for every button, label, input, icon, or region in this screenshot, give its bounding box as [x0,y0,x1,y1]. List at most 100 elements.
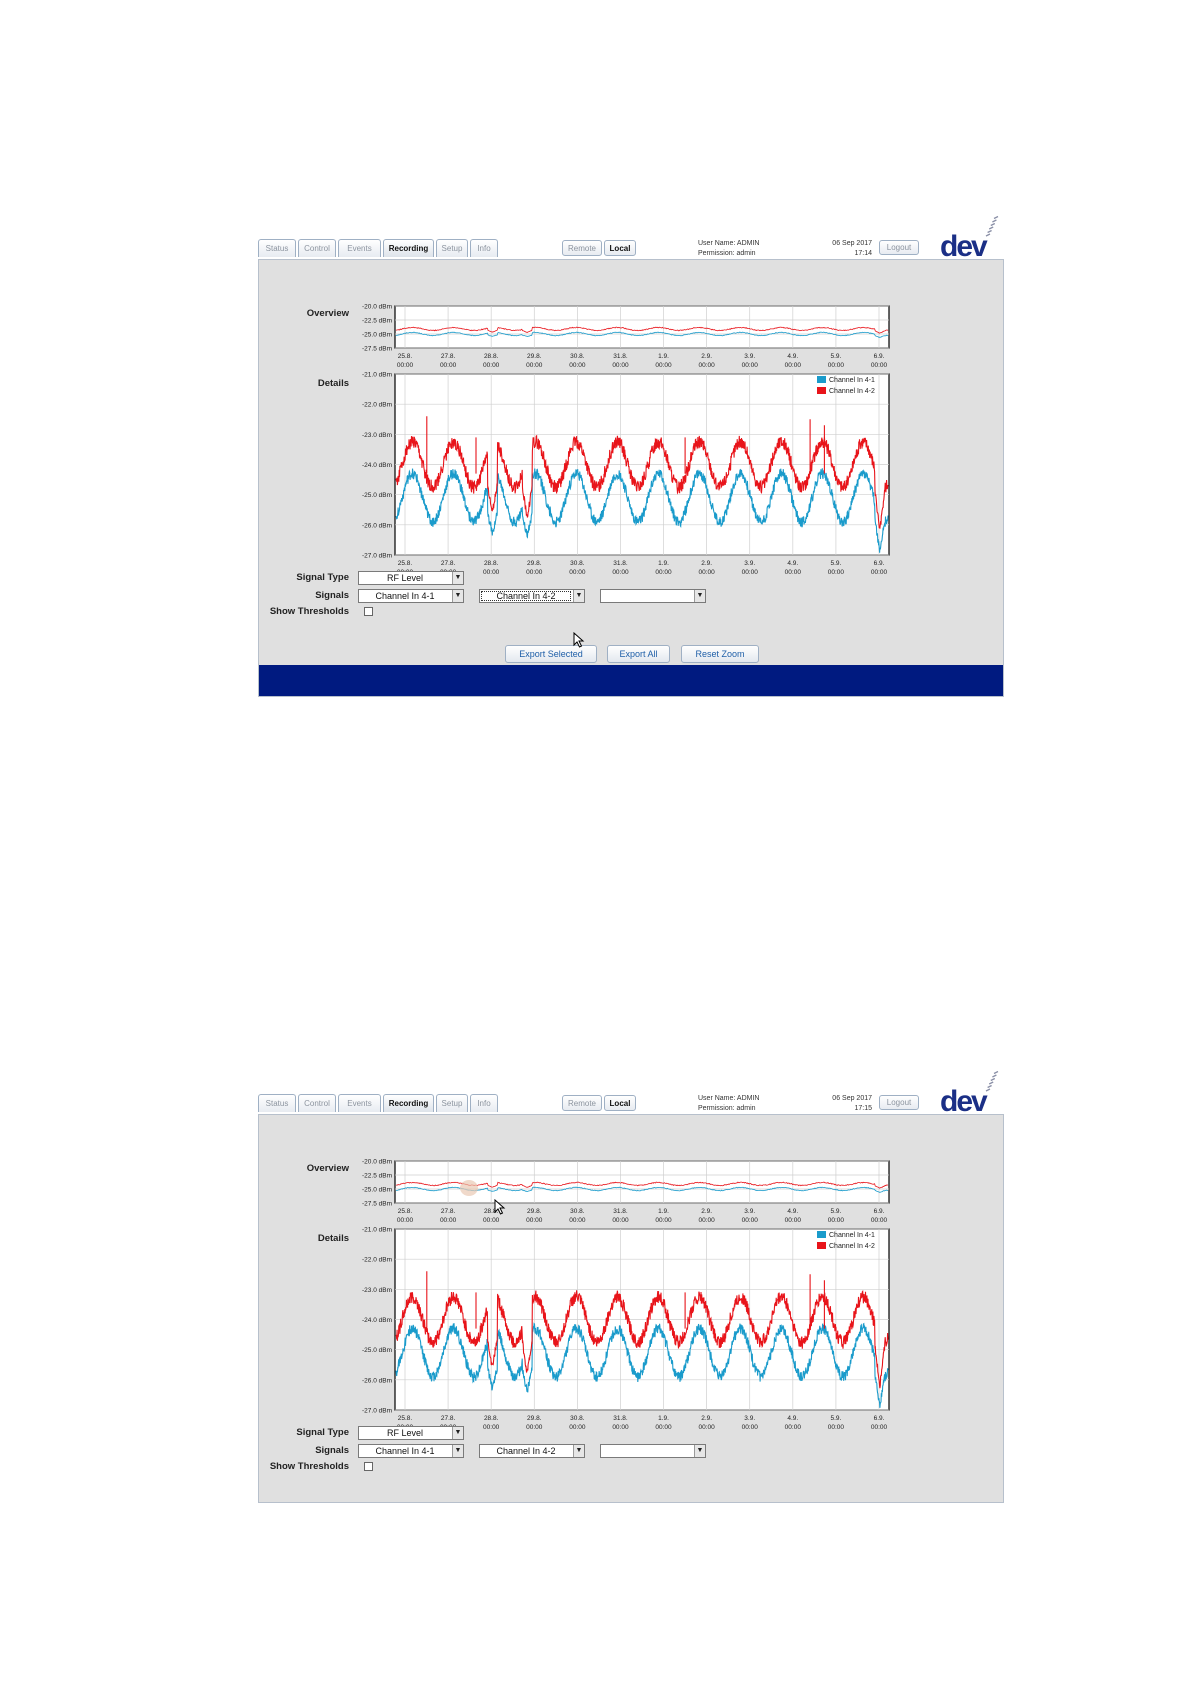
tab-events[interactable]: Events [338,239,381,257]
signal-3-select[interactable]: ▼ [600,1444,706,1458]
chevron-down-icon[interactable]: ▼ [452,1445,463,1457]
x-tick-time: 00:00 [871,1217,888,1224]
x-tick-date: 3.9. [744,560,755,567]
signal-1-select-value: Channel In 4-1 [375,1446,435,1456]
x-tick-time: 00:00 [526,1217,543,1224]
x-tick-time: 00:00 [828,569,845,576]
tab-info[interactable]: Info [470,239,498,257]
signal-1-select[interactable]: Channel In 4-1 ▼ [358,589,464,603]
local-mode-button[interactable]: Local [604,240,636,256]
tab-events[interactable]: Events [338,1094,381,1112]
x-tick-time: 00:00 [828,362,845,369]
signal-2-select[interactable]: Channel In 4-2 ▼ [479,589,585,603]
tab-status[interactable]: Status [258,1094,296,1112]
user-info: User Name: ADMIN Permission: admin [698,1094,759,1114]
chevron-down-icon[interactable]: ▼ [573,590,584,602]
x-tick-date: 2.9. [701,560,712,567]
series-line-channel-in-4-2 [395,326,889,334]
show-thresholds-checkbox[interactable] [364,1462,373,1471]
x-tick-date: 30.8. [570,560,585,567]
x-tick-time: 00:00 [569,1424,586,1431]
series-line-channel-in-4-1 [395,331,888,338]
x-tick-time: 00:00 [397,362,414,369]
user-permission: Permission: admin [698,250,756,257]
footer-bar [259,665,1003,696]
x-tick-time: 00:00 [871,569,888,576]
logout-button[interactable]: Logout [879,240,919,255]
chevron-down-icon[interactable]: ▼ [573,1445,584,1457]
chevron-down-icon[interactable]: ▼ [694,1445,705,1457]
tab-status[interactable]: Status [258,239,296,257]
tab-setup[interactable]: Setup [436,1094,468,1112]
signal-2-select-value: Channel In 4-2 [480,590,572,602]
user-info: User Name: ADMIN Permission: admin [698,239,759,259]
remote-mode-button[interactable]: Remote [562,1095,602,1111]
tab-info[interactable]: Info [470,1094,498,1112]
x-tick-time: 00:00 [698,1217,715,1224]
x-tick-time: 00:00 [483,1217,500,1224]
show-thresholds-checkbox[interactable] [364,607,373,616]
remote-mode-button[interactable]: Remote [562,240,602,256]
details-chart[interactable]: 25.8. 00:00 27.8. 00:00 28.8. 00:00 29.8. 00:00… [355,370,900,585]
details-chart[interactable]: 25.8. 00:00 27.8. 00:00 28.8. 00:00 29.8. 00:00… [355,1225,900,1440]
local-mode-button[interactable]: Local [604,1095,636,1111]
x-tick-time: 00:00 [526,569,543,576]
legend-label: Channel In 4-2 [829,1243,875,1250]
tab-setup[interactable]: Setup [436,239,468,257]
x-tick-time: 00:00 [612,362,629,369]
overview-selection[interactable] [460,1180,478,1196]
plot-area[interactable] [394,305,890,349]
signal-3-select[interactable]: ▼ [600,589,706,603]
y-tick-label: -21.0 dBm [362,372,392,379]
export-selected-button[interactable]: Export Selected [505,645,597,663]
x-tick-date: 29.8. [527,353,542,360]
x-tick-time: 00:00 [483,1424,500,1431]
x-tick-date: 28.8. [484,353,499,360]
x-tick-time: 00:00 [698,569,715,576]
x-tick-date: 4.9. [787,1208,798,1215]
plot-area[interactable] [394,1160,890,1204]
x-tick-time: 00:00 [742,1424,759,1431]
x-tick-date: 27.8. [441,1208,456,1215]
details-label: Details [317,378,349,389]
overview-chart[interactable]: 25.8. 00:00 27.8. 00:00 28.8. 00:00 29.8. 00:00… [355,1157,900,1229]
top-nav: Status Control Events Recording Setup Info Rem… [258,214,1004,259]
tab-control[interactable]: Control [298,239,336,257]
overview-chart[interactable]: 25.8. 00:00 27.8. 00:00 28.8. 00:00 29.8. 00:00… [355,302,900,374]
tab-recording[interactable]: Recording [383,239,434,257]
tab-control[interactable]: Control [298,1094,336,1112]
tab-recording[interactable]: Recording [383,1094,434,1112]
logout-button[interactable]: Logout [879,1095,919,1110]
x-tick-date: 5.9. [830,560,841,567]
y-tick-label: -24.0 dBm [362,462,392,469]
reset-zoom-button[interactable]: Reset Zoom [681,645,759,663]
x-tick-time: 00:00 [871,362,888,369]
mouse-cursor-icon [494,1199,506,1215]
x-tick-date: 25.8. [398,560,413,567]
y-tick-label: -21.0 dBm [362,1227,392,1234]
x-tick-date: 25.8. [398,353,413,360]
x-tick-date: 5.9. [830,1208,841,1215]
chevron-down-icon[interactable]: ▼ [452,572,463,584]
x-tick-date: 28.8. [484,1415,499,1422]
signal-2-select[interactable]: Channel In 4-2 ▼ [479,1444,585,1458]
x-tick-time: 00:00 [698,362,715,369]
x-tick-date: 31.8. [613,1415,628,1422]
chevron-down-icon[interactable]: ▼ [452,1427,463,1439]
signal-1-select[interactable]: Channel In 4-1 ▼ [358,1444,464,1458]
chevron-down-icon[interactable]: ▼ [452,590,463,602]
recording-panel: Overview Details 25.8. 00:00 27.8. 00:00 28.8.… [258,1114,1004,1503]
signal-type-select[interactable]: RF Level ▼ [358,1426,464,1440]
x-tick-time: 00:00 [785,1424,802,1431]
export-all-button[interactable]: Export All [607,645,670,663]
signal-type-select[interactable]: RF Level ▼ [358,571,464,585]
legend-label: Channel In 4-2 [829,388,875,395]
chevron-down-icon[interactable]: ▼ [694,590,705,602]
x-tick-date: 4.9. [787,1415,798,1422]
x-tick-date: 5.9. [830,353,841,360]
signal-type-select-value: RF Level [386,573,423,583]
x-tick-date: 28.8. [484,560,499,567]
legend-label: Channel In 4-1 [829,1232,875,1239]
user-name: User Name: ADMIN [698,1095,760,1102]
series-line-channel-in-4-2 [395,416,889,529]
